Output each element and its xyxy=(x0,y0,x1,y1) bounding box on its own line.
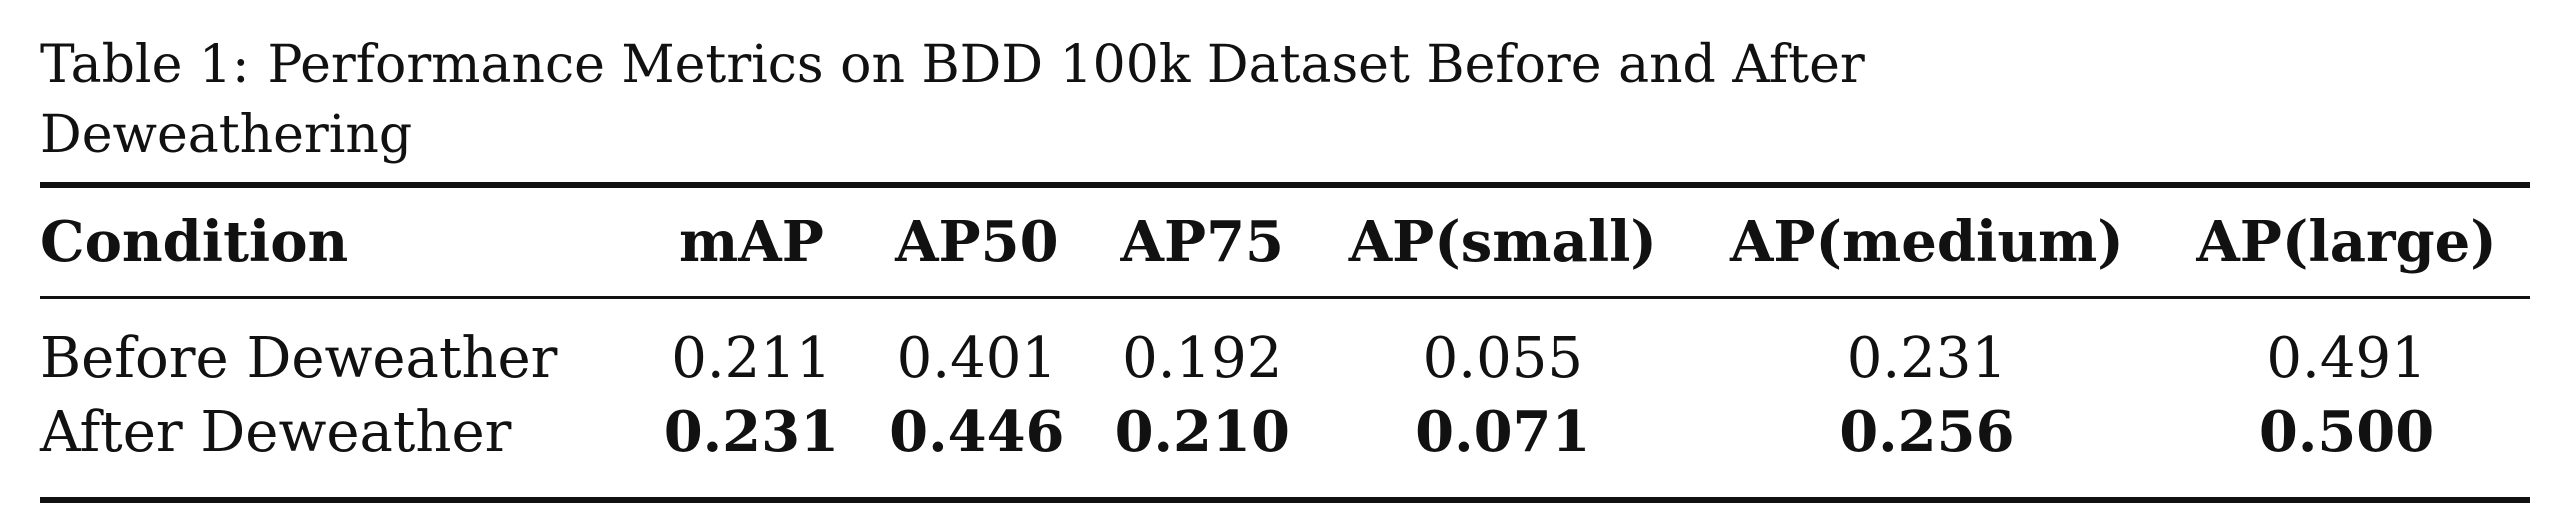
cell-map: 0.211 xyxy=(671,325,832,391)
paper-page: Table 1: Performance Metrics on BDD 100k … xyxy=(40,30,2540,503)
cell-ap50: 0.446 xyxy=(889,399,1065,465)
row-condition: After Deweather xyxy=(40,399,512,465)
cell-ap-large: 0.491 xyxy=(2266,325,2427,391)
header-ap-small: AP(small) xyxy=(1348,209,1657,275)
header-ap-medium: AP(medium) xyxy=(1729,209,2124,275)
table-row-before-deweather: Before Deweather 0.211 0.401 0.192 0.055… xyxy=(40,298,2530,396)
header-ap-large: AP(large) xyxy=(2196,209,2497,275)
cell-ap-medium: 0.231 xyxy=(1846,325,2008,391)
header-condition: Condition xyxy=(40,209,349,275)
cell-ap75: 0.192 xyxy=(1122,325,1283,391)
table-caption-label: Table 1: xyxy=(40,35,250,95)
header-map: mAP xyxy=(679,209,824,275)
results-table: Condition mAP AP50 AP75 AP(small) AP(med… xyxy=(40,182,2530,503)
row-condition: Before Deweather xyxy=(40,325,558,391)
cell-ap75: 0.210 xyxy=(1114,399,1290,465)
table-caption: Table 1: Performance Metrics on BDD 100k … xyxy=(40,30,2240,170)
cell-ap-small: 0.055 xyxy=(1422,325,1583,391)
cell-map: 0.231 xyxy=(663,399,840,465)
cell-ap50: 0.401 xyxy=(896,325,1057,391)
table-header-row: Condition mAP AP50 AP75 AP(small) AP(med… xyxy=(40,185,2530,298)
header-ap75: AP75 xyxy=(1120,209,1285,275)
table-caption-text: Performance Metrics on BDD 100k Dataset … xyxy=(40,35,1865,165)
cell-ap-large: 0.500 xyxy=(2258,399,2435,465)
cell-ap-small: 0.071 xyxy=(1415,399,1591,465)
table-row-after-deweather: After Deweather 0.231 0.446 0.210 0.071 … xyxy=(40,395,2530,500)
header-ap50: AP50 xyxy=(895,209,1059,275)
cell-ap-medium: 0.256 xyxy=(1839,399,2015,465)
